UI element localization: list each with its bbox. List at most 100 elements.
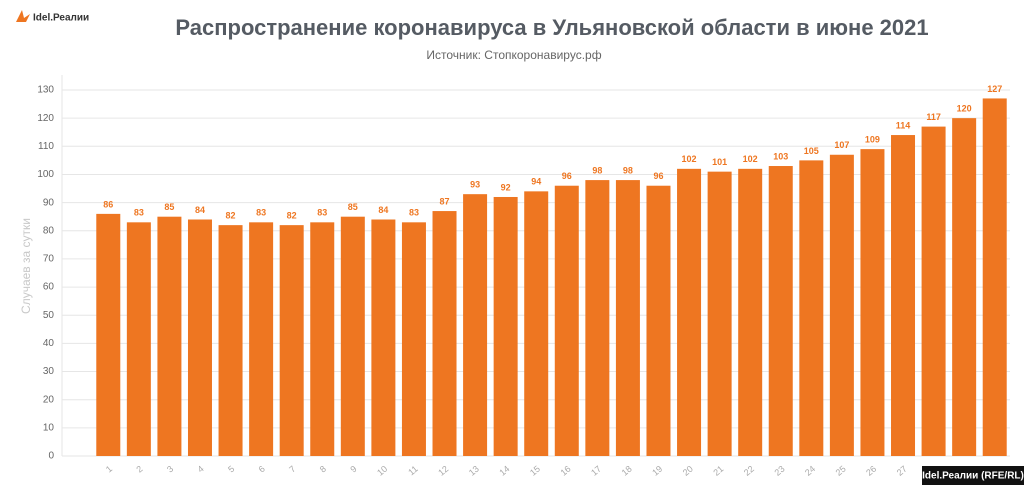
x-tick-label: 1 xyxy=(104,464,114,475)
bar xyxy=(371,219,396,456)
data-label: 102 xyxy=(682,154,697,164)
y-tick-label: 20 xyxy=(43,394,55,405)
x-tick-label: 23 xyxy=(772,464,786,478)
bar xyxy=(187,219,212,456)
data-label: 96 xyxy=(653,171,663,181)
y-tick-label: 40 xyxy=(43,338,55,349)
bar xyxy=(524,191,549,456)
data-label: 94 xyxy=(531,177,541,187)
x-tick-label: 22 xyxy=(742,464,756,478)
data-label: 93 xyxy=(470,180,480,190)
data-label: 105 xyxy=(804,146,819,156)
x-tick-label: 5 xyxy=(226,464,236,475)
y-tick-label: 60 xyxy=(43,282,55,293)
x-tick-label: 14 xyxy=(497,464,511,478)
x-tick-label: 2 xyxy=(134,464,144,475)
y-tick-label: 90 xyxy=(43,197,55,208)
y-tick-label: 10 xyxy=(43,422,55,433)
footer-text: Idel.Реалии (RFE/RL) xyxy=(922,471,1024,482)
x-tick-label: 4 xyxy=(196,464,206,475)
logo-text: Idel.Реалии xyxy=(33,13,89,24)
x-tick-label: 7 xyxy=(287,464,297,475)
bar xyxy=(432,211,457,456)
x-tick-label: 12 xyxy=(436,464,450,478)
bar xyxy=(921,126,946,456)
data-label: 86 xyxy=(103,199,113,209)
y-tick-label: 100 xyxy=(37,169,54,180)
bar xyxy=(218,225,243,456)
y-tick-label: 130 xyxy=(37,85,54,96)
y-tick-label: 0 xyxy=(48,451,54,462)
data-label: 84 xyxy=(195,205,205,215)
bar xyxy=(982,98,1007,456)
y-tick-label: 70 xyxy=(43,254,55,265)
x-tick-label: 3 xyxy=(165,464,175,475)
data-label: 98 xyxy=(623,165,633,175)
data-label: 84 xyxy=(378,205,388,215)
data-label: 102 xyxy=(743,154,758,164)
x-tick-label: 6 xyxy=(257,464,267,475)
data-label: 114 xyxy=(896,120,911,130)
y-tick-label: 110 xyxy=(38,141,54,152)
bar xyxy=(585,180,610,457)
data-label: 127 xyxy=(987,84,1002,94)
logo: Idel.Реалии xyxy=(16,10,89,24)
x-tick-label: 20 xyxy=(681,464,695,478)
bar xyxy=(463,194,488,456)
data-label: 120 xyxy=(957,104,972,114)
data-label: 98 xyxy=(592,165,602,175)
bar xyxy=(891,135,916,457)
data-label: 83 xyxy=(317,208,327,218)
data-label: 117 xyxy=(926,112,941,122)
y-tick-label: 80 xyxy=(43,225,55,236)
bar xyxy=(799,160,824,456)
bar xyxy=(615,180,640,457)
x-tick-label: 19 xyxy=(650,464,664,478)
data-label: 85 xyxy=(164,202,174,212)
y-tick-label: 30 xyxy=(43,366,55,377)
bar xyxy=(279,225,304,456)
x-tick-label: 11 xyxy=(406,464,420,478)
data-label: 82 xyxy=(226,211,236,221)
plot: 0102030405060708090100110120130186283385… xyxy=(37,84,1010,478)
bar xyxy=(554,185,579,456)
chart-title: Распространение коронавируса в Ульяновск… xyxy=(175,15,928,40)
data-label: 83 xyxy=(256,208,266,218)
x-tick-label: 10 xyxy=(375,464,389,478)
x-tick-label: 9 xyxy=(348,464,358,475)
footer-box xyxy=(922,466,1024,485)
data-label: 87 xyxy=(440,196,450,206)
data-label: 82 xyxy=(287,211,297,221)
bar xyxy=(493,196,518,456)
bar xyxy=(952,118,977,457)
data-label: 101 xyxy=(712,157,727,167)
data-label: 92 xyxy=(501,182,511,192)
data-label: 109 xyxy=(865,134,880,144)
x-tick-label: 13 xyxy=(467,464,481,478)
data-label: 85 xyxy=(348,202,358,212)
x-tick-label: 16 xyxy=(558,464,572,478)
bar xyxy=(401,222,426,456)
bar xyxy=(310,222,335,456)
x-tick-label: 27 xyxy=(895,464,909,478)
y-tick-label: 120 xyxy=(37,113,54,124)
bar xyxy=(768,166,793,456)
bar xyxy=(707,171,732,456)
x-tick-label: 26 xyxy=(864,464,878,478)
bar xyxy=(829,154,854,456)
bar xyxy=(860,149,885,456)
bar xyxy=(677,168,702,457)
data-label: 96 xyxy=(562,171,572,181)
bar xyxy=(340,216,365,456)
x-tick-label: 8 xyxy=(318,464,328,475)
data-label: 83 xyxy=(134,208,144,218)
y-tick-label: 50 xyxy=(43,310,55,321)
y-axis-label: Случаев за сутки xyxy=(19,218,33,314)
overlay: Idel.Реалии (RFE/RL) xyxy=(922,466,1024,485)
x-tick-label: 18 xyxy=(620,464,634,478)
x-tick-label: 21 xyxy=(711,464,725,478)
x-tick-label: 24 xyxy=(803,464,817,478)
bar xyxy=(249,222,274,456)
x-tick-label: 17 xyxy=(589,464,603,478)
bar xyxy=(646,185,671,456)
